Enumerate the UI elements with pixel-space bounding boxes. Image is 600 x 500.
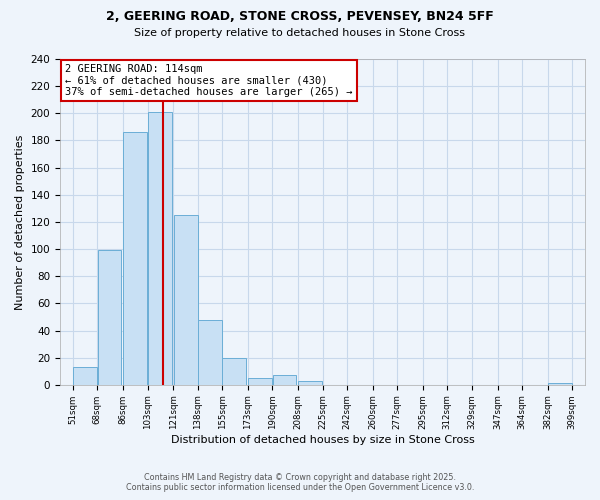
Bar <box>198 320 222 385</box>
Bar <box>73 367 97 385</box>
Bar <box>148 112 172 385</box>
Bar <box>298 381 322 385</box>
Text: Size of property relative to detached houses in Stone Cross: Size of property relative to detached ho… <box>134 28 466 38</box>
Bar <box>173 215 197 385</box>
X-axis label: Distribution of detached houses by size in Stone Cross: Distribution of detached houses by size … <box>170 435 475 445</box>
Text: Contains HM Land Registry data © Crown copyright and database right 2025.
Contai: Contains HM Land Registry data © Crown c… <box>126 473 474 492</box>
Bar <box>124 132 148 385</box>
Bar <box>272 376 296 385</box>
Y-axis label: Number of detached properties: Number of detached properties <box>15 134 25 310</box>
Bar <box>98 250 121 385</box>
Text: 2, GEERING ROAD, STONE CROSS, PEVENSEY, BN24 5FF: 2, GEERING ROAD, STONE CROSS, PEVENSEY, … <box>106 10 494 23</box>
Bar <box>248 378 272 385</box>
Text: 2 GEERING ROAD: 114sqm
← 61% of detached houses are smaller (430)
37% of semi-de: 2 GEERING ROAD: 114sqm ← 61% of detached… <box>65 64 353 97</box>
Bar <box>548 384 572 385</box>
Bar <box>223 358 246 385</box>
